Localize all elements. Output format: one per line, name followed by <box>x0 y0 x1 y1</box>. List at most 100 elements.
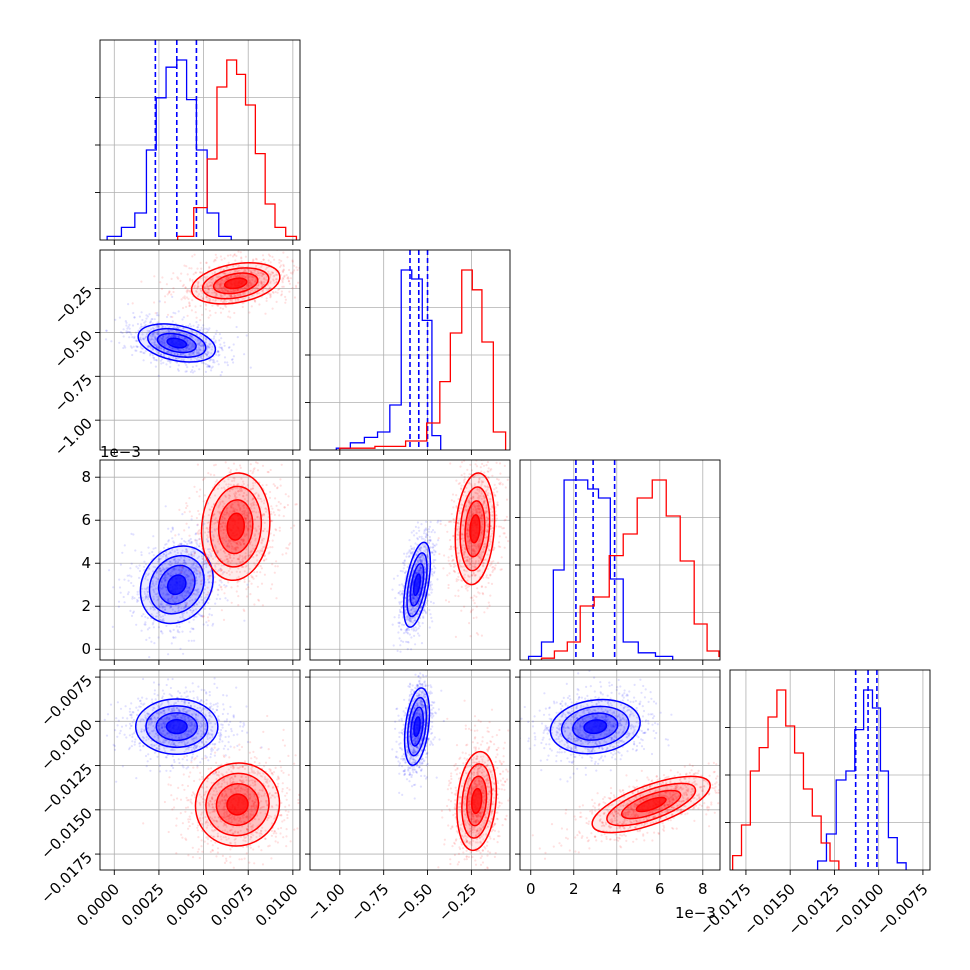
scatter-point <box>210 348 213 351</box>
scatter-point <box>143 590 146 594</box>
scatter-point <box>225 509 228 512</box>
scatter-point <box>111 625 114 629</box>
scatter-point <box>227 290 230 293</box>
scatter-point <box>166 592 169 595</box>
scatter-point <box>220 258 223 261</box>
scatter-point <box>263 537 266 540</box>
scatter-point <box>250 574 253 577</box>
scatter-point <box>199 565 202 568</box>
scatter-point <box>269 296 272 299</box>
scatter-point <box>182 358 185 361</box>
scatter-point <box>411 612 414 615</box>
scatter-point <box>192 554 196 557</box>
scatter-point <box>295 286 298 289</box>
scatter-point <box>236 295 239 298</box>
scatter-point <box>243 580 246 584</box>
scatter-point <box>206 275 209 278</box>
scatter-point <box>205 327 208 330</box>
scatter-point <box>207 528 210 531</box>
scatter-point <box>220 609 223 612</box>
density-level <box>227 513 245 541</box>
scatter-point <box>196 539 199 542</box>
scatter-point <box>182 283 185 286</box>
scatter-point <box>242 294 245 297</box>
scatter-point <box>234 294 237 297</box>
scatter-point <box>183 594 186 597</box>
scatter-point <box>256 469 260 472</box>
scatter-point <box>220 581 223 584</box>
scatter-point <box>237 546 240 550</box>
scatter-point <box>425 532 428 535</box>
scatter-point <box>167 356 171 359</box>
scatter-point <box>410 609 413 612</box>
scatter-point <box>190 515 193 518</box>
scatter-point <box>154 343 157 346</box>
scatter-point <box>249 469 252 472</box>
scatter-point <box>229 539 232 543</box>
scatter-point <box>173 541 176 544</box>
scatter-point <box>222 521 225 524</box>
scatter-point <box>160 584 163 587</box>
scatter-point <box>202 591 206 594</box>
scatter-point <box>281 285 284 288</box>
scatter-point <box>244 269 247 272</box>
contour-line <box>200 472 271 582</box>
scatter-point <box>165 576 168 579</box>
scatter-point <box>400 639 403 643</box>
scatter-point <box>251 497 255 500</box>
scatter-point <box>247 296 251 299</box>
scatter-point <box>187 590 190 593</box>
scatter-point <box>183 556 186 559</box>
scatter-point <box>239 490 242 493</box>
scatter-point <box>275 278 278 281</box>
scatter-point <box>242 482 245 486</box>
scatter-point <box>227 315 230 318</box>
scatter-point <box>242 268 246 271</box>
scatter-point <box>146 346 149 349</box>
scatter-point <box>263 573 266 576</box>
scatter-point <box>171 599 174 602</box>
scatter-point <box>114 318 117 321</box>
scatter-point <box>230 293 233 296</box>
scatter-point <box>160 630 163 633</box>
scatter-point <box>215 293 218 296</box>
scatter-point <box>157 351 160 355</box>
scatter-point <box>170 530 173 533</box>
scatter-point <box>422 537 425 540</box>
scatter-point <box>278 265 282 269</box>
scatter-point <box>199 341 202 344</box>
scatter-point <box>204 338 208 341</box>
scatter-point <box>254 533 257 536</box>
scatter-point <box>223 517 227 520</box>
scatter-point <box>171 595 174 598</box>
scatter-point <box>241 297 244 300</box>
scatter-point <box>412 610 415 613</box>
scatter-point <box>242 510 245 513</box>
scatter-point <box>416 560 419 564</box>
scatter-point <box>400 606 403 609</box>
scatter-point <box>135 339 138 342</box>
scatter-point <box>174 348 177 352</box>
scatter-point <box>268 292 271 295</box>
scatter-point <box>193 550 196 553</box>
scatter-point <box>177 533 180 536</box>
scatter-point <box>194 311 197 314</box>
scatter-point <box>259 549 262 552</box>
scatter-point <box>139 338 143 341</box>
scatter-point <box>230 542 233 545</box>
scatter-point <box>188 569 191 572</box>
scatter-point <box>405 640 408 643</box>
scatter-point <box>205 295 208 299</box>
scatter-point <box>135 345 138 348</box>
contour-line <box>223 277 248 290</box>
scatter-point <box>216 247 218 249</box>
scatter-point <box>201 344 204 348</box>
scatter-point <box>154 340 157 343</box>
scatter-point <box>150 318 153 321</box>
scatter-point <box>215 329 218 332</box>
scatter-point <box>244 526 248 529</box>
scatter-point <box>261 289 264 292</box>
scatter-point <box>413 634 416 638</box>
scatter-point <box>148 313 151 316</box>
scatter-point <box>257 287 260 290</box>
